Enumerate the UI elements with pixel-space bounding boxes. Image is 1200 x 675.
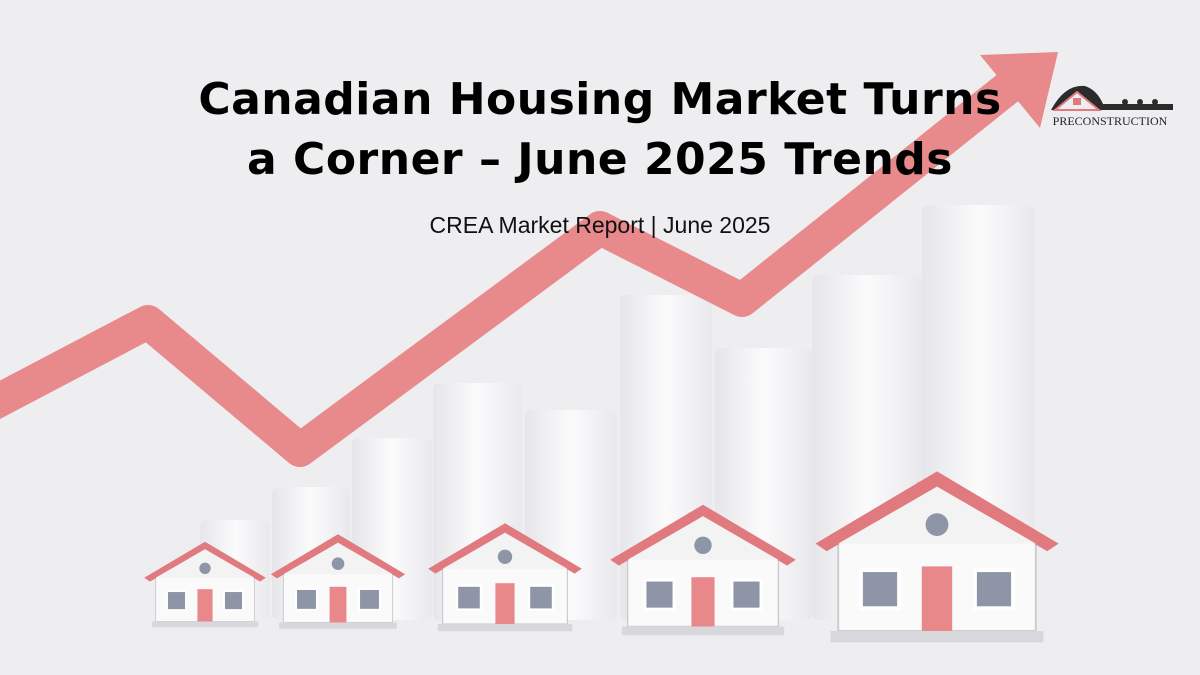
house-roof-logo-icon [1051,85,1173,111]
preconstruction-logo: PRECONSTRUCTION [1045,80,1175,130]
title-line-2: a Corner – June 2025 Trends [247,134,953,185]
subtitle: CREA Market Report | June 2025 [429,212,771,238]
logo-text: PRECONSTRUCTION [1052,114,1168,128]
trend-arrow [0,52,1058,467]
title-line-1: Canadian Housing Market Turns [198,74,1002,125]
page-title: Canadian Housing Market Turns a Corner –… [0,70,1200,190]
